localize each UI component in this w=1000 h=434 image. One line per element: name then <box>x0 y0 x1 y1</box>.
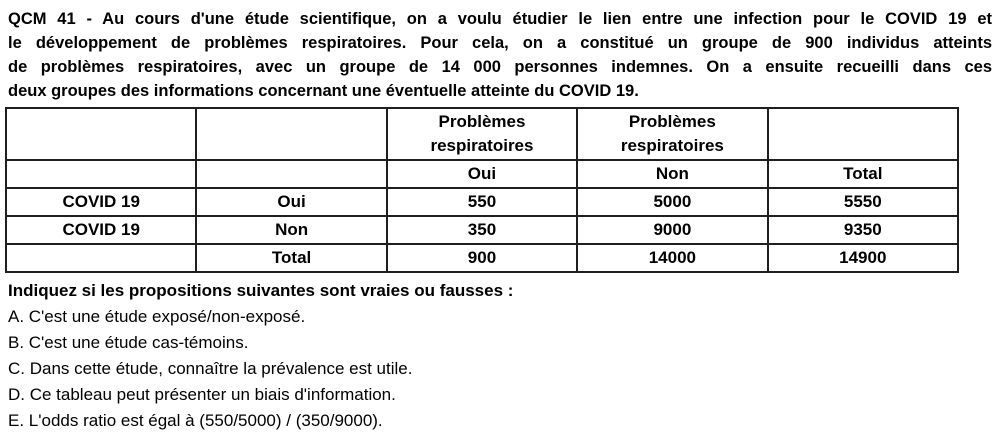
table-cell: 9000 <box>576 215 769 245</box>
question-statement: QCM 41 - Au cours d'une étude scientifiq… <box>0 0 1000 105</box>
question-line: de problèmes respiratoires, avec un grou… <box>8 58 992 76</box>
proposition-d: D. Ce tableau peut présenter un biais d'… <box>8 385 396 404</box>
table-total-row: Total 900 14000 14900 <box>4 243 960 273</box>
table-cell: COVID 19 <box>4 215 198 245</box>
question-line: QCM 41 - Au cours d'une étude scientifiq… <box>8 10 992 28</box>
table-header-cell: Problèmes respiratoires <box>576 107 769 161</box>
proposition-a: A. C'est une étude exposé/non-exposé. <box>8 307 306 326</box>
table-header-cell <box>4 159 198 189</box>
question-line: le développement de problèmes respiratoi… <box>8 34 992 52</box>
table-header-cell: Non <box>576 159 769 189</box>
instruction-text: Indiquez si les propositions suivantes s… <box>8 281 514 300</box>
table-header-cell <box>195 159 388 189</box>
table-header-cell <box>195 107 388 161</box>
table-cell: Non <box>195 215 388 245</box>
table-cell: COVID 19 <box>4 187 198 217</box>
table-row: COVID 19 Oui 550 5000 5550 <box>4 187 960 217</box>
table-cell: 900 <box>385 243 579 273</box>
table-cell: 14000 <box>576 243 769 273</box>
table-cell: 14900 <box>766 243 960 273</box>
propositions-section: Indiquez si les propositions suivantes s… <box>0 273 1000 434</box>
table-cell <box>4 243 198 273</box>
table-cell: Oui <box>195 187 388 217</box>
table-row: COVID 19 Non 350 9000 9350 <box>4 215 960 245</box>
proposition-c: C. Dans cette étude, connaître la préval… <box>8 359 413 378</box>
table-cell: Total <box>195 243 388 273</box>
table-header-cell: Total <box>766 159 960 189</box>
contingency-table: Problèmes respiratoires Problèmes respir… <box>4 107 960 273</box>
table-header-cell: Oui <box>385 159 579 189</box>
proposition-b: B. C'est une étude cas-témoins. <box>8 333 249 352</box>
proposition-e: E. L'odds ratio est égal à (550/5000) / … <box>8 411 383 430</box>
table-cell: 350 <box>385 215 579 245</box>
question-line: deux groupes des informations concernant… <box>8 82 639 100</box>
table-cell: 9350 <box>766 215 960 245</box>
table-header-row: Problèmes respiratoires Problèmes respir… <box>4 107 960 161</box>
table-header-cell: Problèmes respiratoires <box>385 107 579 161</box>
table-header-cell <box>766 107 960 161</box>
table-cell: 5000 <box>576 187 769 217</box>
table-header-cell <box>4 107 198 161</box>
table-subheader-row: Oui Non Total <box>4 159 960 189</box>
table-cell: 5550 <box>766 187 960 217</box>
table-cell: 550 <box>385 187 579 217</box>
